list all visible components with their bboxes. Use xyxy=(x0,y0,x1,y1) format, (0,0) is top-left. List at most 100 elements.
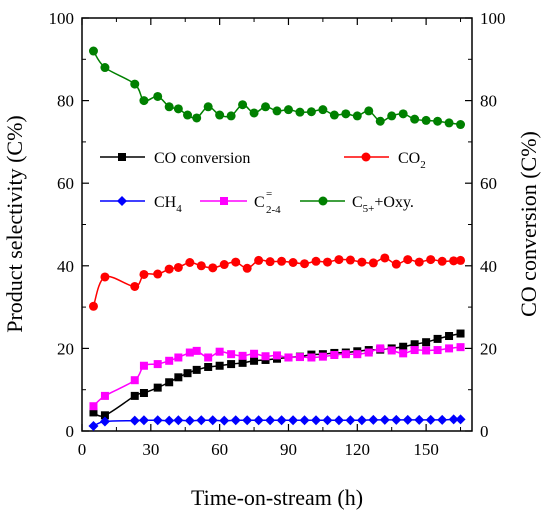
data-point-c5_oxy xyxy=(364,106,374,116)
data-point-c2_4 xyxy=(204,353,213,362)
y-axis-title-right: CO conversion (C%) xyxy=(516,131,541,317)
data-point-ch4 xyxy=(345,415,356,426)
data-point-c2_4 xyxy=(139,361,148,370)
data-point-co2 xyxy=(277,256,287,266)
data-point-co_conversion xyxy=(204,362,213,371)
data-point-c2_4 xyxy=(215,347,224,356)
data-point-c2_4 xyxy=(410,346,419,355)
data-point-c2_4 xyxy=(387,346,396,355)
series-line-co2 xyxy=(92,257,461,307)
data-point-ch4 xyxy=(152,415,163,426)
data-point-c2_4 xyxy=(100,391,109,400)
data-point-c2_4 xyxy=(284,353,293,362)
data-point-ch4 xyxy=(455,414,466,425)
data-point-ch4 xyxy=(219,415,230,426)
y-tick-label-left: 20 xyxy=(57,339,74,358)
data-point-co2 xyxy=(88,301,98,311)
series-co2 xyxy=(88,253,466,311)
data-point-co_conversion xyxy=(250,356,259,365)
data-point-c2_4 xyxy=(456,343,465,352)
data-point-co2 xyxy=(414,257,424,267)
legend-ch4-sub: 4 xyxy=(176,203,182,215)
data-point-ch4 xyxy=(276,415,287,426)
data-point-co2 xyxy=(322,257,332,267)
data-point-co_conversion xyxy=(433,334,442,343)
data-point-c5_oxy xyxy=(352,111,362,121)
data-point-ch4 xyxy=(448,414,459,425)
data-point-c2_4 xyxy=(273,351,281,360)
legend-ch4-base: CH xyxy=(154,194,177,211)
data-point-c2_4 xyxy=(318,352,327,361)
data-point-c2_4 xyxy=(445,344,454,353)
data-point-co2 xyxy=(185,257,195,267)
legend-label-co2: CO2 xyxy=(398,150,426,171)
data-point-co_conversion xyxy=(410,340,419,349)
data-point-co_conversion xyxy=(153,383,162,392)
x-tick-label: 30 xyxy=(142,440,159,459)
x-tick-label: 90 xyxy=(280,440,297,459)
data-point-c2_4 xyxy=(89,402,98,411)
data-point-c5_oxy xyxy=(444,118,454,128)
data-point-c5_oxy xyxy=(318,105,328,115)
data-point-c2_4 xyxy=(250,349,259,358)
data-point-co2 xyxy=(437,256,447,266)
data-point-c5_oxy xyxy=(283,105,293,115)
y-tick-label-right: 100 xyxy=(480,9,506,28)
data-point-c5_oxy xyxy=(215,110,225,120)
legend-c5-base: C xyxy=(352,194,363,211)
legend-co2-base: CO xyxy=(398,150,420,167)
series-co_conversion xyxy=(89,329,465,420)
legend-marker-c2-4 xyxy=(220,197,228,205)
data-point-co2 xyxy=(173,262,183,272)
y-axis-title-left: Product selectivity (C%) xyxy=(2,115,27,333)
data-point-co2 xyxy=(130,281,140,291)
data-point-co_conversion xyxy=(227,360,236,369)
data-point-co2 xyxy=(164,264,174,274)
data-point-c2_4 xyxy=(341,350,350,359)
data-point-c5_oxy xyxy=(295,107,305,117)
legend-c24-sub: 2-4 xyxy=(266,204,281,216)
y-tick-label-left: 80 xyxy=(57,92,74,111)
data-point-co2 xyxy=(334,255,344,265)
data-point-ch4 xyxy=(322,415,333,426)
y-tick-label-left: 100 xyxy=(49,9,75,28)
series-layer xyxy=(88,46,466,432)
data-point-c2_4 xyxy=(399,349,408,358)
data-point-c5_oxy xyxy=(192,113,202,123)
legend-c24-sup: = xyxy=(266,188,272,200)
data-point-co_conversion xyxy=(399,342,408,351)
data-point-co2 xyxy=(242,263,252,273)
data-point-co2 xyxy=(345,255,355,265)
legend-label-co-conversion: CO conversion xyxy=(154,150,250,167)
x-tick-label: 120 xyxy=(345,440,371,459)
data-point-c2_4 xyxy=(130,376,139,385)
data-point-c2_4 xyxy=(165,356,174,365)
data-point-ch4 xyxy=(402,414,413,425)
data-point-co2 xyxy=(231,257,241,267)
data-point-ch4 xyxy=(230,415,241,426)
data-point-c2_4 xyxy=(364,348,373,357)
data-point-ch4 xyxy=(173,415,184,426)
data-point-ch4 xyxy=(288,415,299,426)
data-point-c5_oxy xyxy=(261,102,271,112)
legend-co2-sub: 2 xyxy=(420,159,426,171)
y-tick-label-right: 40 xyxy=(480,257,497,276)
legend-marker-ch4 xyxy=(117,196,127,206)
data-point-c2_4 xyxy=(330,351,339,360)
data-point-c2_4 xyxy=(376,344,385,353)
data-point-c2_4 xyxy=(422,346,431,355)
data-point-co2 xyxy=(403,255,413,265)
legend-c5-rest: +Oxy. xyxy=(374,194,414,211)
data-point-co2 xyxy=(153,269,163,279)
data-point-co_conversion xyxy=(238,358,247,367)
data-point-c5_oxy xyxy=(341,109,351,119)
data-point-c2_4 xyxy=(353,350,362,359)
y-tick-label-right: 0 xyxy=(480,422,489,441)
data-point-co2 xyxy=(254,255,264,265)
data-point-co_conversion xyxy=(130,391,139,400)
data-point-c2_4 xyxy=(185,348,194,357)
data-point-c5_oxy xyxy=(173,104,183,114)
data-point-c2_4 xyxy=(433,346,442,355)
